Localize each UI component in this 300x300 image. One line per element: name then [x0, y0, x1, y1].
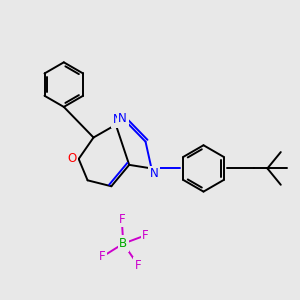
- Text: F: F: [135, 259, 141, 272]
- Text: N: N: [113, 113, 122, 126]
- Text: O: O: [68, 152, 77, 165]
- Text: F: F: [98, 250, 105, 263]
- Text: N: N: [150, 167, 159, 180]
- Text: F: F: [118, 213, 125, 226]
- Text: B: B: [119, 237, 127, 250]
- Text: F: F: [142, 229, 149, 242]
- Text: N: N: [118, 112, 127, 125]
- Text: +: +: [120, 112, 128, 121]
